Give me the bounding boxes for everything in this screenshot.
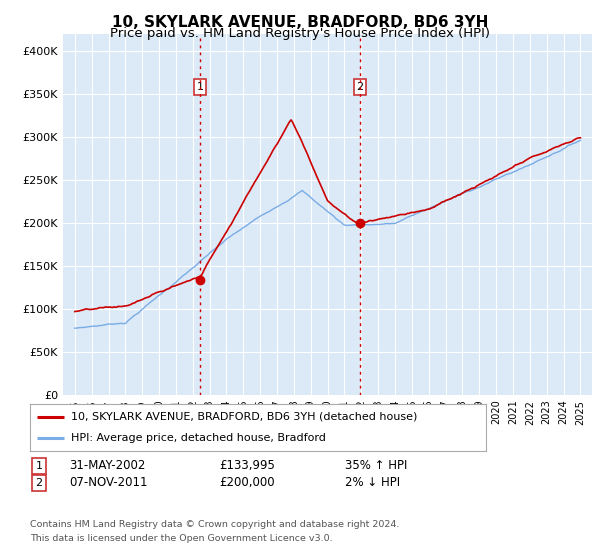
Text: 35% ↑ HPI: 35% ↑ HPI: [345, 459, 407, 473]
Text: 2: 2: [356, 82, 364, 92]
Text: Contains HM Land Registry data © Crown copyright and database right 2024.: Contains HM Land Registry data © Crown c…: [30, 520, 400, 529]
Text: 1: 1: [196, 82, 203, 92]
Text: 31-MAY-2002: 31-MAY-2002: [69, 459, 145, 473]
Text: £133,995: £133,995: [219, 459, 275, 473]
Text: This data is licensed under the Open Government Licence v3.0.: This data is licensed under the Open Gov…: [30, 534, 332, 543]
Text: 10, SKYLARK AVENUE, BRADFORD, BD6 3YH (detached house): 10, SKYLARK AVENUE, BRADFORD, BD6 3YH (d…: [71, 412, 418, 422]
Text: 1: 1: [35, 461, 43, 471]
Text: Price paid vs. HM Land Registry's House Price Index (HPI): Price paid vs. HM Land Registry's House …: [110, 27, 490, 40]
Text: 07-NOV-2011: 07-NOV-2011: [69, 476, 148, 489]
Text: 10, SKYLARK AVENUE, BRADFORD, BD6 3YH: 10, SKYLARK AVENUE, BRADFORD, BD6 3YH: [112, 15, 488, 30]
Text: HPI: Average price, detached house, Bradford: HPI: Average price, detached house, Brad…: [71, 433, 326, 444]
Text: 2: 2: [35, 478, 43, 488]
Text: £200,000: £200,000: [219, 476, 275, 489]
Text: 2% ↓ HPI: 2% ↓ HPI: [345, 476, 400, 489]
